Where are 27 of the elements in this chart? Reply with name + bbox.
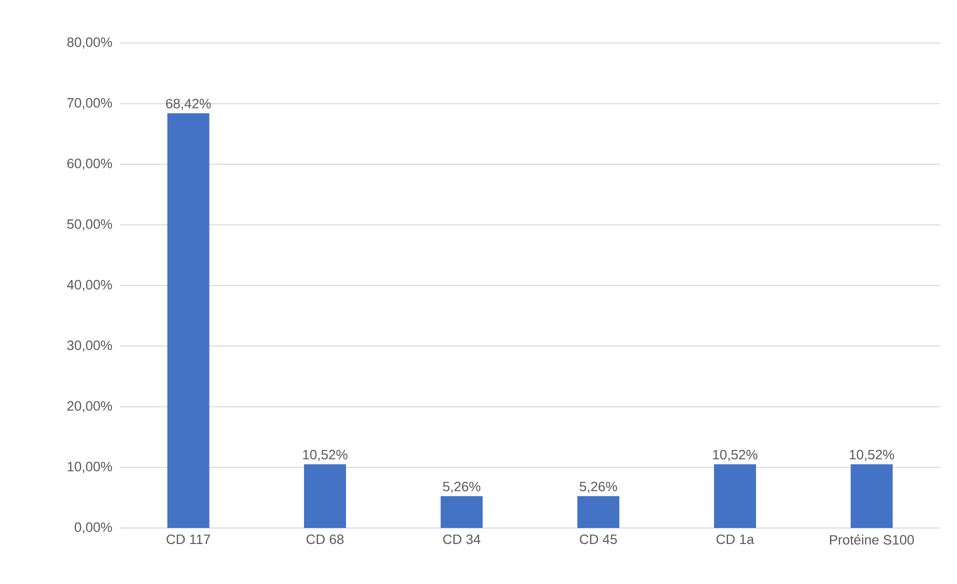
x-tick-label: Protéine S100 [830, 534, 914, 545]
bar [714, 464, 756, 528]
y-tick-label: 70,00% [67, 98, 112, 110]
y-tick-label: 20,00% [67, 401, 112, 412]
bar [577, 496, 620, 528]
data-label: 10,52% [850, 450, 894, 462]
bar [304, 464, 346, 528]
y-tick-label: 30,00% [67, 340, 112, 352]
data-label: 10,52% [713, 450, 758, 462]
data-label: 5,26% [443, 482, 480, 493]
bar [167, 113, 210, 528]
data-label: 5,26% [580, 482, 617, 493]
y-tick-label: 50,00% [67, 219, 112, 230]
y-tick-label: 40,00% [67, 280, 112, 292]
bar [440, 496, 483, 528]
x-tick-label: CD 34 [443, 534, 480, 544]
x-tick-label: CD 1a [716, 534, 754, 544]
data-label: 10,52% [303, 450, 348, 462]
y-tick-label: 60,00% [67, 158, 112, 170]
x-tick-label: CD 117 [166, 534, 210, 544]
bar [850, 464, 893, 528]
data-label: 68,42% [166, 98, 211, 110]
x-tick-label: CD 45 [580, 534, 617, 544]
y-tick-label: 80,00% [67, 37, 112, 49]
y-tick-label: 10,00% [68, 462, 112, 473]
y-tick-label: 0,00% [74, 522, 112, 534]
x-tick-label: CD 68 [306, 534, 344, 544]
